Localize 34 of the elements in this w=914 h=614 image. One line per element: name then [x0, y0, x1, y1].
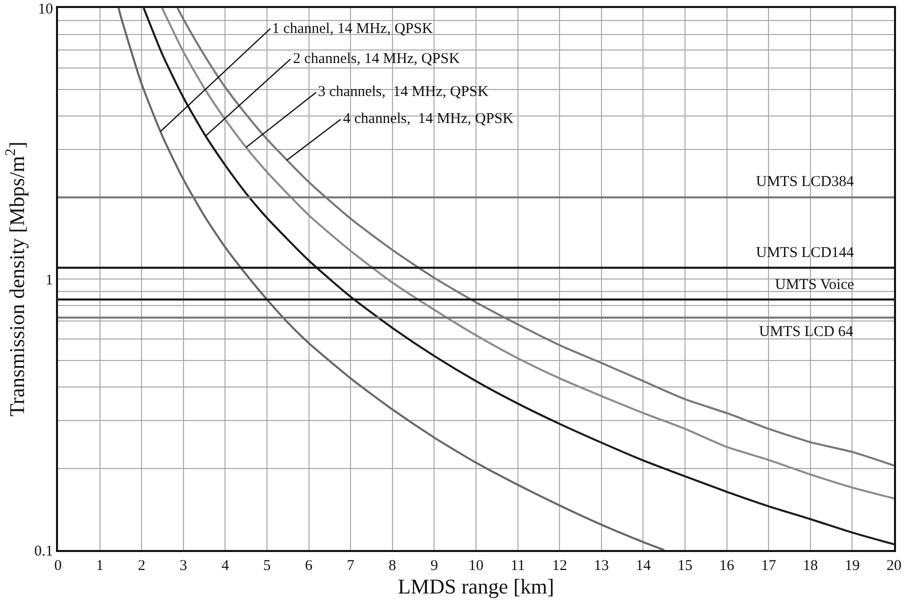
x-tick-label: 20 — [886, 558, 902, 574]
ref-line-label: UMTS LCD384 — [756, 174, 854, 190]
x-tick-label: 0 — [54, 558, 62, 574]
x-tick-label: 17 — [761, 558, 777, 574]
x-tick-label: 12 — [552, 558, 568, 574]
x-tick-label: 5 — [263, 558, 271, 574]
x-tick-label: 7 — [346, 558, 355, 574]
y-tick-label: 0.1 — [34, 543, 53, 560]
x-tick-label: 19 — [844, 558, 860, 574]
x-tick-label: 8 — [388, 558, 396, 574]
x-tick-label: 9 — [430, 558, 438, 574]
x-tick-label: 2 — [138, 558, 146, 574]
x-tick-label: 3 — [180, 558, 188, 574]
y-tick-label: 10 — [38, 1, 53, 18]
x-axis-title: LMDS range [km] — [398, 574, 554, 599]
x-tick-label: 6 — [305, 558, 314, 574]
ref-line-label: UMTS LCD144 — [756, 245, 854, 261]
x-tick-label: 10 — [468, 558, 484, 574]
ref-line-label: UMTS LCD 64 — [759, 324, 854, 340]
x-tick-label: 4 — [221, 558, 230, 574]
x-tick-label: 13 — [594, 558, 609, 574]
x-tick-label: 1 — [96, 558, 104, 574]
y-tick-label: 1 — [46, 272, 53, 288]
x-tick-label: 11 — [510, 558, 526, 574]
annotation: 4 channels, 14 MHz, QPSK — [343, 111, 514, 127]
x-tick-label: 16 — [719, 558, 735, 574]
x-tick-label: 18 — [802, 558, 818, 574]
annotation: 3 channels, 14 MHz, QPSK — [318, 84, 489, 100]
annotation: 1 channel, 14 MHz, QPSK — [272, 21, 433, 37]
x-tick-label: 14 — [636, 558, 652, 574]
x-tick-label: 15 — [678, 558, 692, 574]
ref-line-label: UMTS Voice — [775, 277, 854, 293]
annotation: 2 channels, 14 MHz, QPSK — [293, 51, 460, 67]
line-series — [118, 8, 666, 550]
